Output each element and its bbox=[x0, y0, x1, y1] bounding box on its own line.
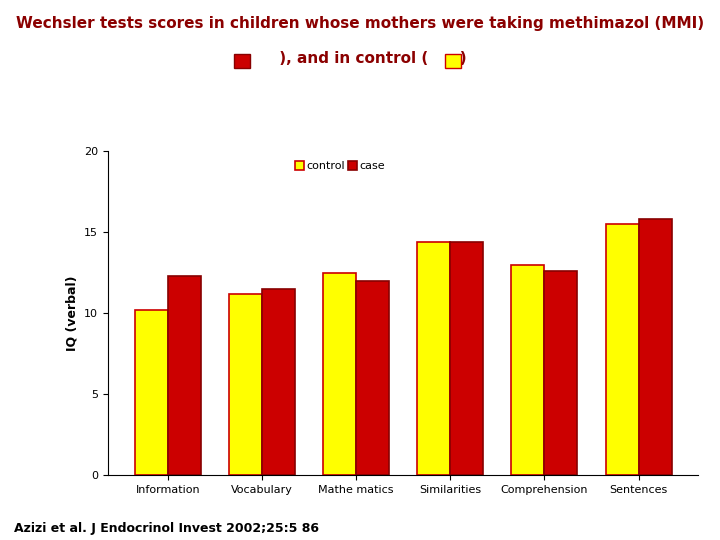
Text: Wechsler tests scores in children whose mothers were taking methimazol (MMI): Wechsler tests scores in children whose … bbox=[16, 16, 704, 31]
Bar bbox=[229, 294, 262, 475]
Bar bbox=[450, 242, 483, 475]
Bar bbox=[606, 224, 639, 475]
Bar bbox=[639, 219, 672, 475]
Bar bbox=[418, 242, 450, 475]
Text: ), and in control (      ): ), and in control ( ) bbox=[253, 51, 467, 66]
Bar bbox=[511, 265, 544, 475]
Bar bbox=[323, 273, 356, 475]
Bar bbox=[135, 310, 168, 475]
Bar bbox=[262, 289, 295, 475]
Text: Azizi et al. J Endocrinol Invest 2002;25:5 86: Azizi et al. J Endocrinol Invest 2002;25… bbox=[14, 522, 320, 535]
Legend: control, case: control, case bbox=[291, 157, 390, 176]
Y-axis label: IQ (verbal): IQ (verbal) bbox=[66, 275, 78, 351]
Bar bbox=[168, 276, 201, 475]
Bar bbox=[356, 281, 389, 475]
Bar bbox=[544, 271, 577, 475]
